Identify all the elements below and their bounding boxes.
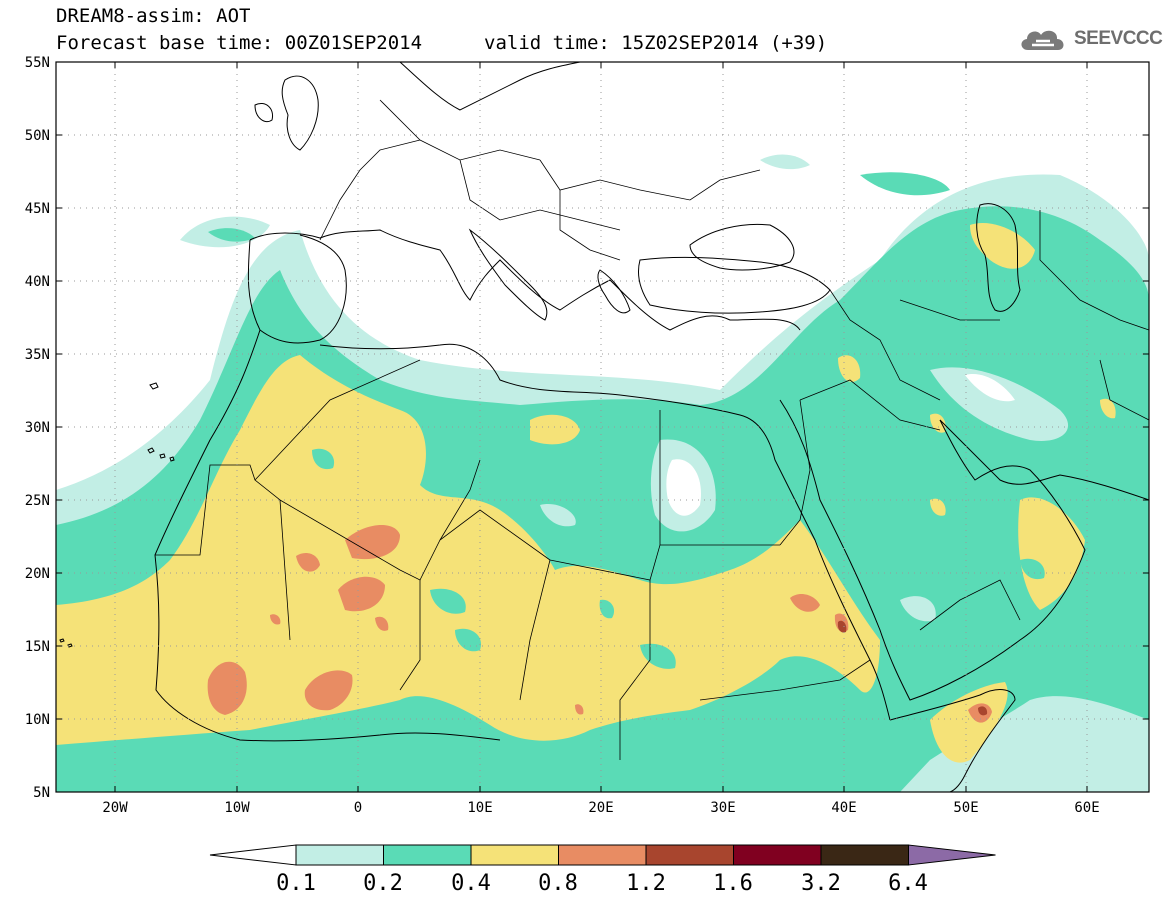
colorbar-label: 1.6 [713,871,753,896]
lat-tick-label: 25N [25,493,50,509]
lat-tick-label: 45N [25,201,50,217]
colorbar-segment [470,844,559,866]
country-borders [155,99,1149,760]
aot-contour-darkred [837,620,988,716]
logo-text: SEEVCCC [1074,28,1163,49]
colorbar-segment [383,844,472,866]
colorbar-segment [558,844,647,866]
lon-tick-label: 10W [224,800,250,816]
lat-tick-label: 50N [25,128,50,144]
colorbar-segment [295,844,384,866]
lat-tick-label: 30N [25,420,50,436]
colorbar-label: 6.4 [888,871,928,896]
forecast-base-time: Forecast base time: 00Z01SEP2014 [56,32,423,54]
aot-contour-teal-islands [312,448,1045,669]
colorbar-label: 0.2 [363,871,403,896]
colorbar-segment [820,844,909,866]
colorbar-label: 0.1 [276,871,316,896]
lat-tick-label: 5N [33,785,50,801]
lat-tick-label: 35N [25,347,50,363]
coastlines [59,62,1149,792]
lon-tick-label: 60E [1074,800,1099,816]
colorbar-label: 0.4 [451,871,491,896]
colorbar-left-arrow [209,844,297,866]
lon-tick-label: 0 [354,800,362,816]
graticule [56,62,1149,792]
lat-tick-label: 15N [25,639,50,655]
colorbar-label: 1.2 [626,871,666,896]
lon-tick-label: 10E [467,800,492,816]
colorbar-label: 0.8 [538,871,578,896]
lon-tick-label: 20E [588,800,613,816]
lat-tick-label: 40N [25,274,50,290]
lat-tick-label: 55N [25,55,50,71]
lon-tick-label: 40E [831,800,856,816]
lat-tick-label: 20N [25,566,50,582]
aot-contour-yellow [56,222,1116,763]
colorbar-segment [733,844,822,866]
colorbar-right-arrow [908,844,996,866]
aot-contour-white-holes [666,374,1015,516]
aot-contour-orange [207,524,992,723]
seevccc-logo: SEEVCCC [1018,24,1163,54]
lon-tick-label: 50E [953,800,978,816]
colorbar-segment [645,844,734,866]
lat-tick-label: 10N [25,712,50,728]
axis-ticks [56,62,1149,792]
colorbar-label: 3.2 [801,871,841,896]
map-title: DREAM8-assim: AOT [56,5,251,27]
cloud-icon [1021,30,1064,50]
lon-tick-label: 30E [710,800,735,816]
valid-time: valid time: 15Z02SEP2014 (+39) [484,32,828,54]
aot-colorbar [209,844,996,866]
lon-tick-label: 20W [102,800,128,816]
